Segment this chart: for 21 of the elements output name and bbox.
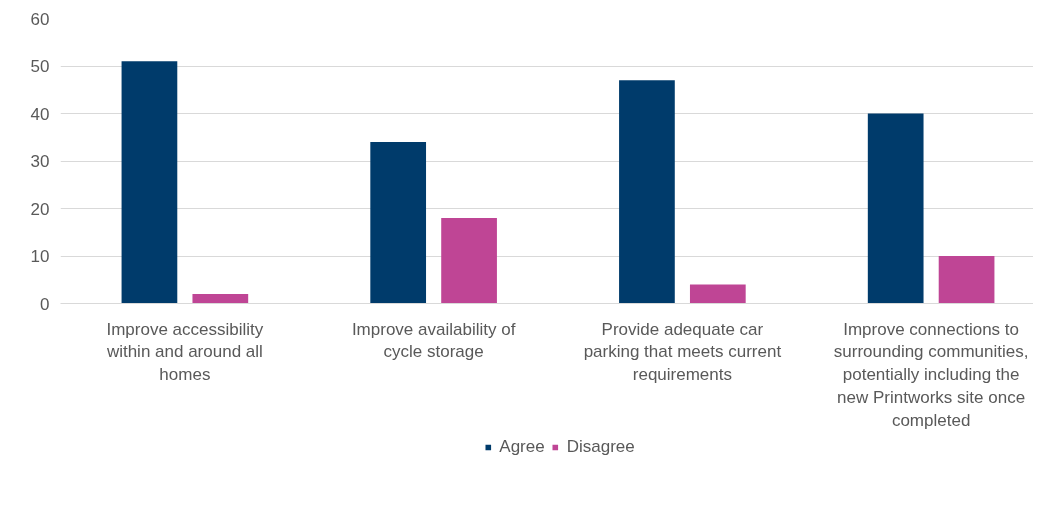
x-tick-label: Provide adequate car parking that meets current requirements [583, 319, 782, 385]
bar [619, 80, 675, 304]
x-tick-label: Improve accessibility within and around all homes [105, 319, 264, 385]
legend-label: Agree [499, 437, 545, 457]
x-tick-label: Improve connections to surrounding communities, potentially including the new Printworks site once completed [833, 319, 1029, 430]
bar [441, 218, 497, 304]
y-tick-label: 30 [30, 152, 50, 171]
bar [938, 256, 995, 304]
y-tick-label: 60 [30, 9, 50, 29]
y-tick-label: 40 [30, 104, 50, 124]
bar [867, 113, 924, 304]
bar [370, 142, 427, 304]
x-tick-label: Improve availability of cycle storage [351, 319, 516, 362]
legend-label: Disagree [566, 437, 635, 457]
bar [192, 294, 249, 304]
y-tick-label: 0 [40, 294, 50, 314]
y-tick-label: 10 [30, 247, 50, 266]
y-tick-label: 50 [30, 57, 50, 76]
y-tick-label: 20 [30, 199, 50, 219]
bar [121, 61, 178, 304]
bar [689, 284, 746, 304]
